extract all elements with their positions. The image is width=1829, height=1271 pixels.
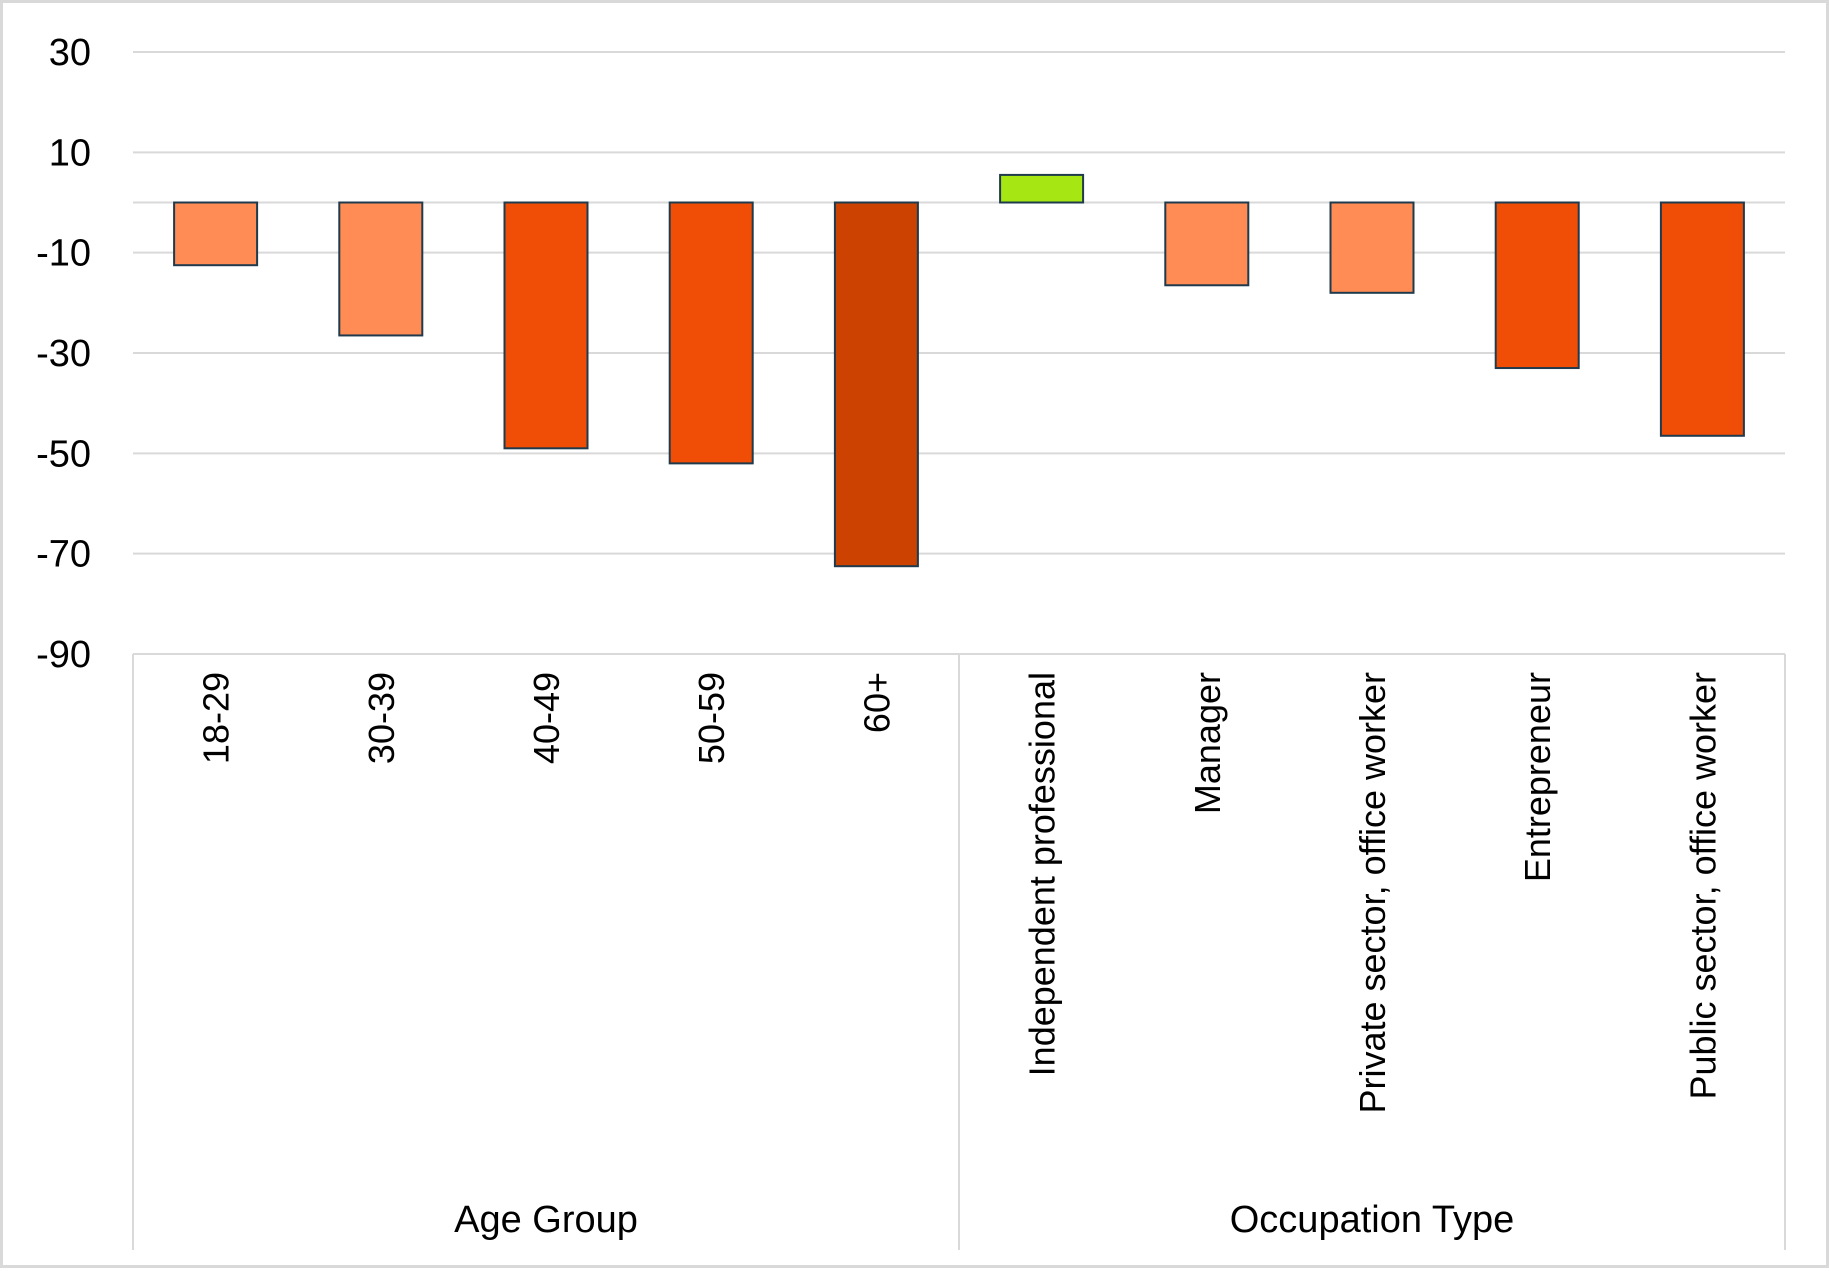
x-tick-label: Public sector, office worker	[1682, 672, 1723, 1100]
x-tick-label: 50-59	[691, 672, 732, 764]
x-tick-label: Independent professional	[1022, 672, 1063, 1076]
bar	[668, 201, 754, 465]
bar	[999, 173, 1085, 204]
bar	[1494, 201, 1580, 370]
category-axis	[132, 654, 1786, 1250]
bar	[833, 201, 919, 568]
y-tick-label: -90	[36, 634, 91, 676]
group-label: Occupation Type	[1230, 1199, 1514, 1241]
bar	[338, 201, 424, 337]
y-tick-label: -10	[36, 233, 91, 275]
x-axis-ticks: 18-29 30-39 40-49 50-59 60+ Independent profe…	[196, 672, 1724, 1114]
x-tick-label: Manager	[1187, 672, 1228, 814]
y-tick-label: 30	[49, 32, 91, 74]
group-labels: Age Group Occupation Type	[454, 1199, 1514, 1241]
bar	[503, 201, 589, 450]
bar	[1164, 201, 1250, 287]
y-tick-label: 10	[49, 132, 91, 174]
y-axis-ticks: 30 10 -10 -30 -50 -70 -90	[36, 32, 91, 676]
x-tick-label: 18-29	[196, 672, 237, 764]
x-tick-label: Entrepreneur	[1517, 672, 1558, 882]
group-label: Age Group	[454, 1199, 638, 1241]
bars	[173, 173, 1745, 568]
x-tick-label: 30-39	[361, 672, 402, 764]
y-tick-label: -70	[36, 534, 91, 576]
y-tick-label: -50	[36, 433, 91, 475]
bar-chart: 30 10 -10 -30 -50 -70 -90 18-29 30-39 40-49 50-59…	[36, 32, 1786, 1250]
y-tick-label: -30	[36, 333, 91, 375]
bar	[1329, 201, 1415, 294]
x-tick-label: Private sector, office worker	[1352, 672, 1393, 1114]
bar	[1659, 201, 1745, 437]
x-tick-label: 60+	[856, 672, 897, 733]
bar	[173, 201, 259, 267]
x-tick-label: 40-49	[526, 672, 567, 764]
